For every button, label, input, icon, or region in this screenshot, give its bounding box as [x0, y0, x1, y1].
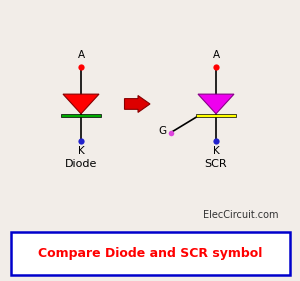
- Polygon shape: [63, 94, 99, 114]
- Text: A: A: [77, 50, 85, 60]
- Text: ElecCircuit.com: ElecCircuit.com: [203, 210, 279, 220]
- Text: K: K: [78, 146, 84, 156]
- FancyBboxPatch shape: [11, 232, 290, 275]
- Text: G: G: [158, 126, 166, 136]
- Text: SCR: SCR: [205, 159, 227, 169]
- Text: A: A: [212, 50, 220, 60]
- Text: K: K: [213, 146, 219, 156]
- FancyArrow shape: [124, 96, 150, 112]
- Text: Diode: Diode: [65, 159, 97, 169]
- Polygon shape: [198, 94, 234, 114]
- Text: Compare Diode and SCR symbol: Compare Diode and SCR symbol: [38, 247, 262, 260]
- Bar: [61, 114, 101, 117]
- Bar: [196, 114, 236, 117]
